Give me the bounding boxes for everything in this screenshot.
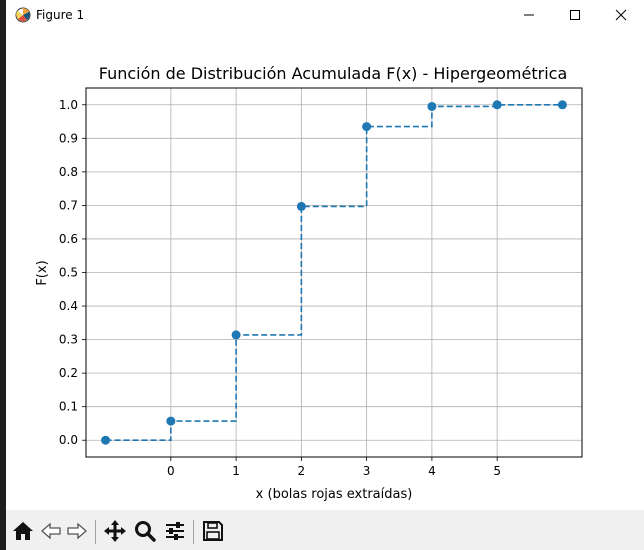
cdf-chart: Función de Distribución Acumulada F(x) -…: [35, 64, 583, 502]
cdf-step-line: [105, 103, 563, 442]
y-tick-label: 0.3: [59, 333, 78, 347]
x-tick-label: 5: [493, 464, 501, 478]
y-tick-label: 0.8: [59, 165, 78, 179]
axis-ticks: 0 1 2 3 4 5 0.0 0.1 0.2 0.3 0.4 0.5 0.6 0.7 0.8 0.9 1.0: [59, 98, 501, 478]
forward-icon[interactable]: [64, 518, 90, 544]
x-tick-label: 1: [232, 464, 240, 478]
maximize-icon: [570, 10, 580, 20]
data-point: [427, 101, 437, 111]
y-axis-label: F(x): [35, 260, 50, 285]
data-point: [557, 100, 567, 110]
y-tick-label: 0.7: [59, 198, 78, 212]
back-icon[interactable]: [38, 518, 64, 544]
data-point: [362, 122, 372, 132]
y-tick-label: 0.4: [59, 299, 78, 313]
x-tick-label: 4: [428, 464, 436, 478]
x-tick-label: 0: [167, 464, 175, 478]
minimize-icon: [524, 14, 534, 16]
toolbar-separator: [95, 520, 96, 544]
y-tick-label: 0.2: [59, 366, 78, 380]
toolbar-separator: [193, 520, 194, 544]
x-tick-label: 2: [298, 464, 306, 478]
data-point: [166, 416, 176, 426]
y-tick-label: 0.1: [59, 400, 78, 414]
matplotlib-app-icon: [15, 7, 31, 23]
close-icon: [615, 9, 627, 21]
minimize-button[interactable]: [506, 0, 552, 30]
x-tick-label: 3: [363, 464, 371, 478]
configure-subplots-icon[interactable]: [162, 518, 188, 544]
y-tick-label: 1.0: [59, 98, 78, 112]
data-point: [231, 330, 241, 340]
close-button[interactable]: [598, 0, 644, 30]
navigation-toolbar: [6, 510, 644, 550]
y-tick-label: 0.9: [59, 131, 78, 145]
data-point: [492, 100, 502, 110]
window-titlebar: Figure 1: [6, 0, 644, 30]
y-tick-label: 0.5: [59, 266, 78, 280]
chart-title: Función de Distribución Acumulada F(x) -…: [99, 64, 568, 83]
y-tick-label: 0.0: [59, 433, 78, 447]
data-point: [101, 435, 111, 445]
save-icon[interactable]: [200, 518, 226, 544]
window-title: Figure 1: [36, 8, 85, 22]
zoom-icon[interactable]: [132, 518, 158, 544]
data-series: [101, 100, 567, 445]
home-icon[interactable]: [10, 518, 36, 544]
figure-canvas[interactable]: Función de Distribución Acumulada F(x) -…: [6, 30, 644, 510]
x-axis-label: x (bolas rojas extraídas): [256, 487, 413, 502]
y-tick-label: 0.6: [59, 232, 78, 246]
background-window-strip: [0, 0, 6, 550]
maximize-button[interactable]: [552, 0, 598, 30]
data-point: [296, 201, 306, 211]
pan-icon[interactable]: [102, 518, 128, 544]
grid: [86, 88, 582, 457]
